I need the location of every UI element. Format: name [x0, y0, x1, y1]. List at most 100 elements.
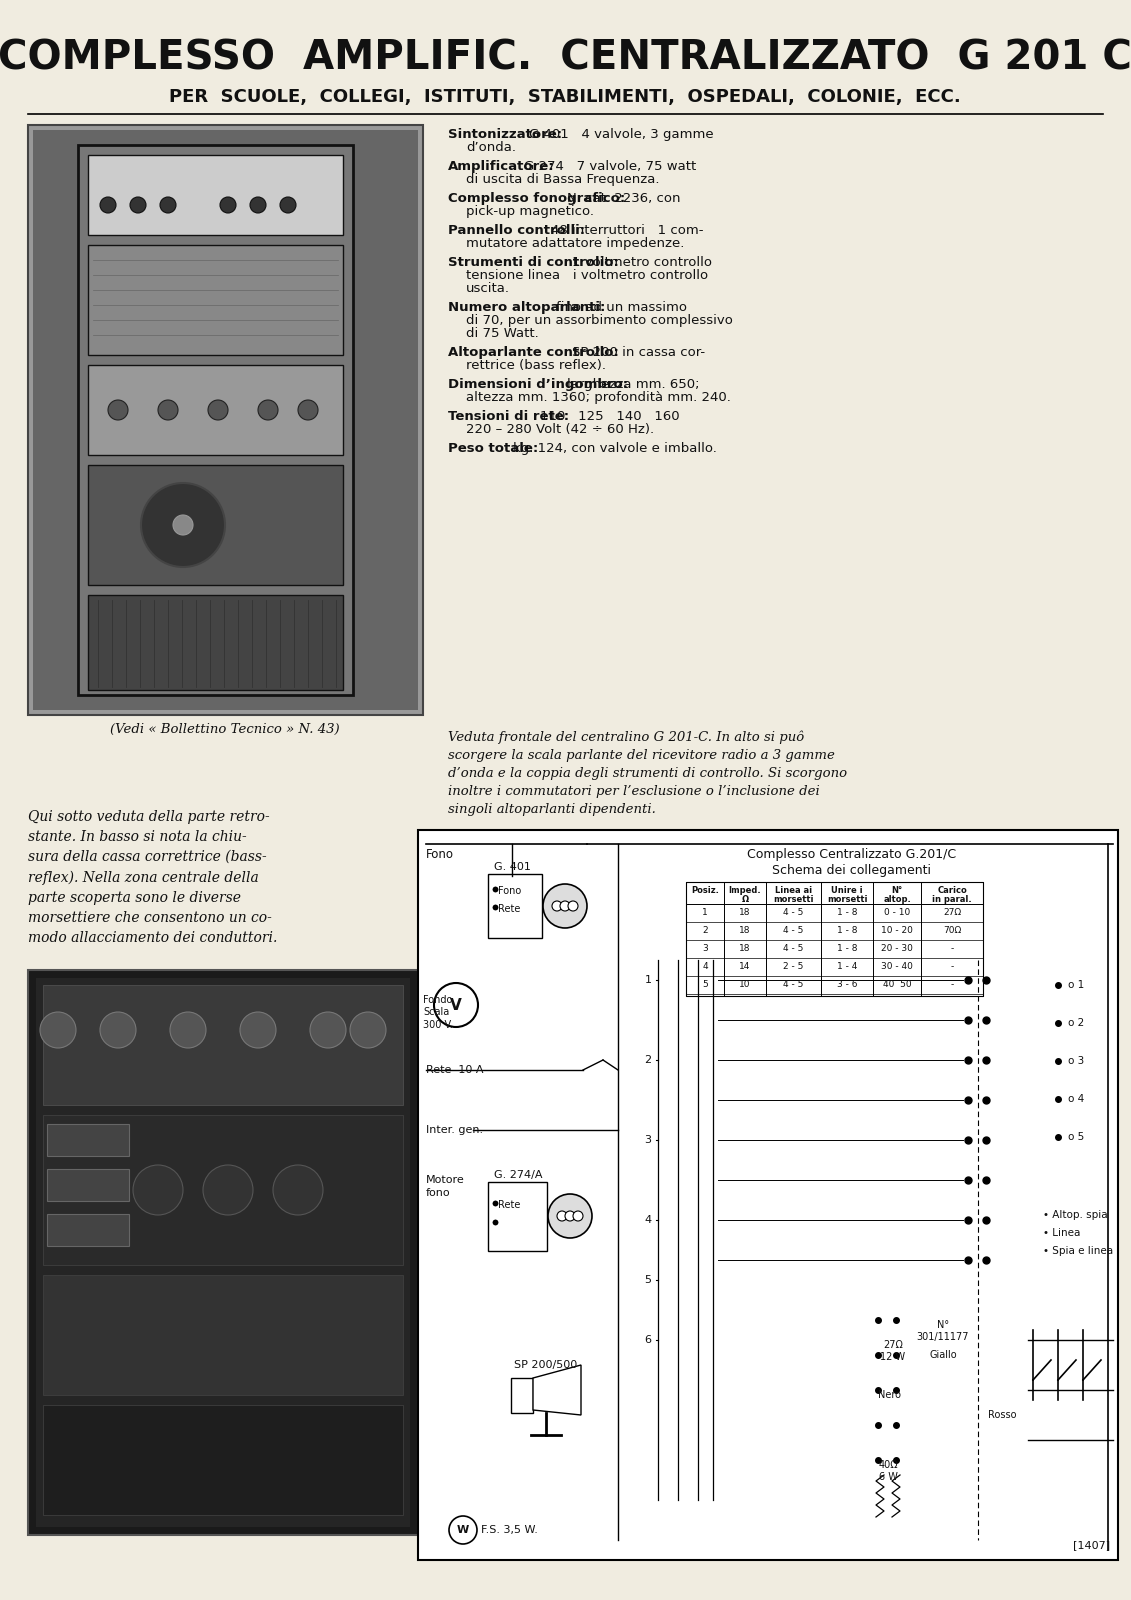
- Circle shape: [552, 901, 562, 910]
- Circle shape: [40, 1013, 76, 1048]
- Text: di 70, per un assorbimento complessivo: di 70, per un assorbimento complessivo: [466, 314, 733, 326]
- Circle shape: [240, 1013, 276, 1048]
- Text: N°: N°: [891, 886, 903, 894]
- Text: 1: 1: [645, 974, 651, 986]
- Text: 4 - 5: 4 - 5: [784, 944, 804, 954]
- Text: [1407]: [1407]: [1073, 1539, 1110, 1550]
- Text: 4: 4: [645, 1214, 651, 1226]
- Circle shape: [297, 400, 318, 419]
- Circle shape: [273, 1165, 323, 1214]
- Circle shape: [549, 1194, 592, 1238]
- Text: Amplificatore:: Amplificatore:: [448, 160, 554, 173]
- Text: d’onda.: d’onda.: [466, 141, 516, 154]
- Text: 10 - 20: 10 - 20: [881, 926, 913, 934]
- Text: Altoparlante controllo:: Altoparlante controllo:: [448, 346, 619, 358]
- Text: 40Ω
6 W: 40Ω 6 W: [878, 1459, 898, 1482]
- Text: Inter. gen.: Inter. gen.: [426, 1125, 483, 1134]
- Text: 5: 5: [702, 979, 708, 989]
- Text: o 4: o 4: [1068, 1094, 1085, 1104]
- Text: Motore
fono: Motore fono: [426, 1174, 465, 1198]
- Text: morsetti: morsetti: [774, 894, 813, 904]
- FancyBboxPatch shape: [78, 146, 353, 694]
- FancyBboxPatch shape: [43, 1405, 403, 1515]
- Text: Fono: Fono: [498, 886, 521, 896]
- Circle shape: [560, 901, 570, 910]
- FancyBboxPatch shape: [48, 1123, 129, 1155]
- Text: di uscita di Bassa Frequenza.: di uscita di Bassa Frequenza.: [466, 173, 659, 186]
- FancyBboxPatch shape: [48, 1214, 129, 1246]
- Text: uscita.: uscita.: [466, 282, 510, 294]
- Text: Peso totale:: Peso totale:: [448, 442, 538, 454]
- Text: Sintonizzatore:: Sintonizzatore:: [448, 128, 562, 141]
- Text: 3 - 6: 3 - 6: [837, 979, 857, 989]
- FancyBboxPatch shape: [88, 245, 343, 355]
- Text: V: V: [450, 997, 461, 1013]
- Text: 3: 3: [702, 944, 708, 954]
- Text: 4 - 5: 4 - 5: [784, 909, 804, 917]
- Text: 1 - 8: 1 - 8: [837, 909, 857, 917]
- Text: 5: 5: [645, 1275, 651, 1285]
- Circle shape: [133, 1165, 183, 1214]
- Text: 2: 2: [645, 1054, 651, 1066]
- FancyBboxPatch shape: [88, 365, 343, 454]
- Text: Posiz.: Posiz.: [691, 886, 719, 894]
- Text: F.S. 3,5 W.: F.S. 3,5 W.: [481, 1525, 538, 1534]
- FancyBboxPatch shape: [28, 970, 418, 1534]
- Text: Linea ai: Linea ai: [775, 886, 812, 894]
- Text: mutatore adattatore impedenze.: mutatore adattatore impedenze.: [466, 237, 684, 250]
- Text: SP 200 in cassa cor-: SP 200 in cassa cor-: [572, 346, 706, 358]
- FancyBboxPatch shape: [487, 874, 542, 938]
- Text: 4 - 5: 4 - 5: [784, 926, 804, 934]
- Text: o 5: o 5: [1068, 1133, 1085, 1142]
- Text: 48 interruttori   1 com-: 48 interruttori 1 com-: [551, 224, 703, 237]
- Circle shape: [202, 1165, 253, 1214]
- Circle shape: [280, 197, 296, 213]
- Text: G 274   7 valvole, 75 watt: G 274 7 valvole, 75 watt: [524, 160, 696, 173]
- Text: 220 – 280 Volt (42 ÷ 60 Hz).: 220 – 280 Volt (42 ÷ 60 Hz).: [466, 422, 654, 435]
- Text: di 75 Watt.: di 75 Watt.: [466, 326, 538, 341]
- Text: rettrice (bass reflex).: rettrice (bass reflex).: [466, 358, 606, 371]
- FancyBboxPatch shape: [28, 125, 423, 715]
- Text: 10: 10: [740, 979, 751, 989]
- FancyBboxPatch shape: [36, 978, 411, 1526]
- Text: o 1: o 1: [1068, 979, 1085, 990]
- Circle shape: [566, 1211, 575, 1221]
- Text: 6: 6: [645, 1334, 651, 1346]
- Text: • Altop. spia: • Altop. spia: [1043, 1210, 1107, 1219]
- Text: SP 200/500: SP 200/500: [515, 1360, 578, 1370]
- FancyBboxPatch shape: [88, 595, 343, 690]
- Text: 1 voltmetro controllo: 1 voltmetro controllo: [572, 256, 713, 269]
- FancyBboxPatch shape: [43, 1275, 403, 1395]
- Text: G. 401: G. 401: [493, 862, 530, 872]
- Circle shape: [349, 1013, 386, 1048]
- Circle shape: [258, 400, 278, 419]
- Text: Fondo
Scala
300 V.: Fondo Scala 300 V.: [423, 995, 452, 1030]
- Text: Numero altoparlanti:: Numero altoparlanti:: [448, 301, 605, 314]
- Text: Carico: Carico: [938, 886, 967, 894]
- Text: tensione linea   i voltmetro controllo: tensione linea i voltmetro controllo: [466, 269, 708, 282]
- Text: 27Ω
12 W: 27Ω 12 W: [880, 1341, 906, 1362]
- FancyBboxPatch shape: [43, 1115, 403, 1266]
- Circle shape: [107, 400, 128, 419]
- Text: Ω: Ω: [742, 894, 749, 904]
- Circle shape: [573, 1211, 582, 1221]
- Text: 18: 18: [740, 944, 751, 954]
- Text: Complesso fonografico:: Complesso fonografico:: [448, 192, 625, 205]
- Text: -: -: [950, 979, 953, 989]
- Circle shape: [130, 197, 146, 213]
- Circle shape: [449, 1517, 477, 1544]
- Text: Schema dei collegamenti: Schema dei collegamenti: [772, 864, 932, 877]
- Text: PER  SCUOLE,  COLLEGI,  ISTITUTI,  STABILIMENTI,  OSPEDALI,  COLONIE,  ECC.: PER SCUOLE, COLLEGI, ISTITUTI, STABILIME…: [170, 88, 961, 106]
- Text: Dimensioni d’ingombro:: Dimensioni d’ingombro:: [448, 378, 628, 390]
- Text: Complesso Centralizzato G.201/C: Complesso Centralizzato G.201/C: [748, 848, 957, 861]
- Circle shape: [221, 197, 236, 213]
- Text: 1 - 4: 1 - 4: [837, 962, 857, 971]
- Text: N°
301/11177: N° 301/11177: [917, 1320, 969, 1341]
- Circle shape: [434, 982, 478, 1027]
- Text: Strumenti di controlio:: Strumenti di controlio:: [448, 256, 619, 269]
- Text: Rosso: Rosso: [988, 1410, 1017, 1421]
- Text: fino ad un massimo: fino ad un massimo: [556, 301, 687, 314]
- Circle shape: [141, 483, 225, 566]
- Text: o 2: o 2: [1068, 1018, 1085, 1029]
- Text: Rete: Rete: [498, 904, 520, 914]
